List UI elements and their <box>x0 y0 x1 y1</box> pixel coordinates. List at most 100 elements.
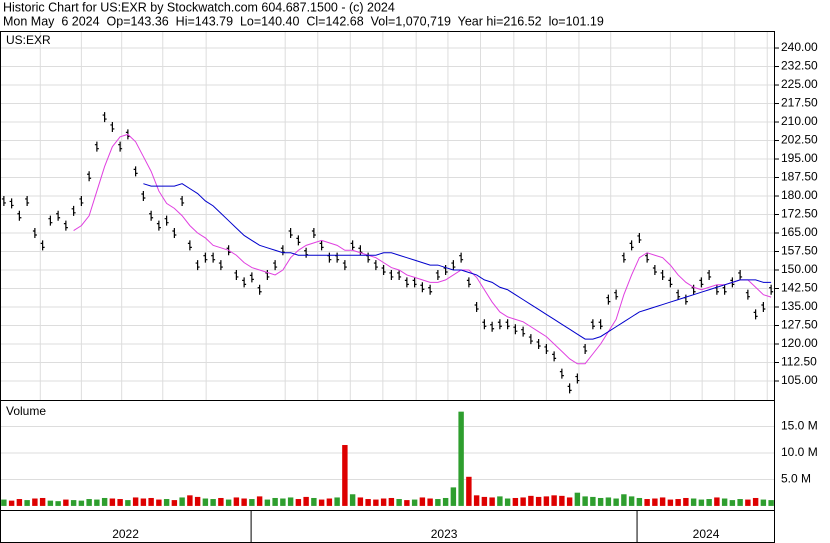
volume-bar <box>520 497 526 506</box>
volume-bar <box>70 500 77 506</box>
volume-bar <box>659 497 666 506</box>
volume-bar <box>698 499 705 506</box>
volume-bar <box>528 495 534 506</box>
y-tick-label: 187.50 <box>781 170 818 184</box>
price-bar <box>722 284 727 295</box>
price-bar <box>110 121 115 132</box>
volume-bar <box>163 499 170 506</box>
price-bar <box>745 289 750 300</box>
y-tick-label: 150.00 <box>781 262 818 276</box>
price-bar <box>528 334 533 345</box>
y-tick-label: 15.0 M <box>781 419 818 433</box>
price-bar <box>420 282 425 293</box>
volume-bar <box>179 497 185 506</box>
volume-bar <box>373 499 379 506</box>
price-bar <box>404 277 409 288</box>
price-bar <box>195 260 200 271</box>
price-bar <box>32 228 37 239</box>
price-bar <box>203 252 208 263</box>
volume-bar <box>427 498 433 506</box>
volume-bar <box>318 499 325 506</box>
price-bar <box>48 215 53 226</box>
price-bar <box>559 368 564 379</box>
panel-title: Volume <box>6 404 46 418</box>
volume-bar <box>202 498 209 506</box>
y-tick-label: 240.00 <box>781 40 818 54</box>
volume-bar <box>473 495 480 506</box>
volume-bar <box>613 498 619 506</box>
volume-bar <box>388 497 395 506</box>
y-tick-label: 165.00 <box>781 225 818 239</box>
price-bar <box>412 277 417 288</box>
price-bar <box>389 269 394 280</box>
volume-bar <box>357 497 364 506</box>
volume-bar <box>535 496 542 506</box>
price-bar <box>676 289 681 300</box>
moving-average <box>73 133 772 365</box>
volume-bar <box>752 497 759 506</box>
volume-bar <box>768 500 774 506</box>
price-bar <box>738 269 743 280</box>
volume-bar <box>225 499 232 506</box>
y-tick-label: 120.00 <box>781 336 818 350</box>
volume-bar <box>667 499 674 506</box>
price-bar <box>691 284 696 295</box>
price-bar <box>482 319 487 330</box>
price-bar <box>590 319 595 330</box>
volume-bar <box>628 496 635 506</box>
volume-bar <box>194 496 201 506</box>
price-bar <box>466 277 471 288</box>
price-bar <box>513 324 518 335</box>
volume-bar <box>117 499 123 506</box>
price-bar <box>288 228 293 239</box>
panel-title: US:EXR <box>6 33 51 47</box>
volume-bar <box>559 495 565 506</box>
volume-bar <box>210 499 216 506</box>
volume-bar <box>497 496 503 506</box>
volume-bar <box>311 497 317 506</box>
volume-bar <box>8 500 15 506</box>
volume-bar <box>280 498 286 506</box>
volume-bar <box>690 498 697 506</box>
y-tick-label: 232.50 <box>781 59 818 73</box>
volume-bar <box>63 499 69 506</box>
price-bar <box>9 198 14 209</box>
volume-bar <box>39 497 46 506</box>
volume-bar <box>644 499 650 506</box>
price-bar <box>652 265 657 276</box>
price-bar <box>707 269 712 280</box>
volume-bar <box>481 496 488 506</box>
price-bar <box>521 326 526 337</box>
price-bar <box>1 195 6 206</box>
price-bar <box>575 373 580 384</box>
volume-bar <box>411 499 418 506</box>
volume-bar <box>396 499 402 506</box>
volume-bar <box>760 499 767 506</box>
volume-bar <box>605 497 612 506</box>
volume-bar <box>32 498 38 506</box>
price-bar <box>629 240 634 251</box>
y-tick-label: 217.50 <box>781 96 818 110</box>
volume-bar <box>78 500 85 506</box>
price-bar <box>211 252 216 263</box>
volume-bar <box>249 499 255 506</box>
y-tick-label: 135.00 <box>781 299 818 313</box>
volume-bar <box>1 499 7 506</box>
volume-bar <box>24 500 30 506</box>
volume-bar <box>380 498 387 506</box>
price-bar <box>567 383 572 394</box>
volume-bar <box>543 496 550 506</box>
price-bar <box>234 269 239 280</box>
volume-bar <box>342 445 348 506</box>
price-bar <box>451 260 456 271</box>
volume-bar <box>156 499 162 506</box>
volume-bar <box>334 497 340 506</box>
y-tick-label: 210.00 <box>781 114 818 128</box>
price-bar <box>373 260 378 271</box>
price-bar <box>753 309 758 320</box>
price-bar <box>79 195 84 206</box>
price-bar <box>118 141 123 152</box>
volume-bar <box>140 498 147 506</box>
price-bar <box>296 235 301 246</box>
